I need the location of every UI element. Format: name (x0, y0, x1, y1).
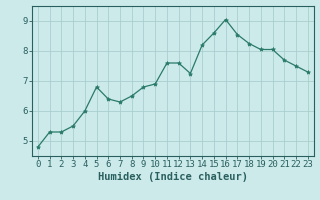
X-axis label: Humidex (Indice chaleur): Humidex (Indice chaleur) (98, 172, 248, 182)
